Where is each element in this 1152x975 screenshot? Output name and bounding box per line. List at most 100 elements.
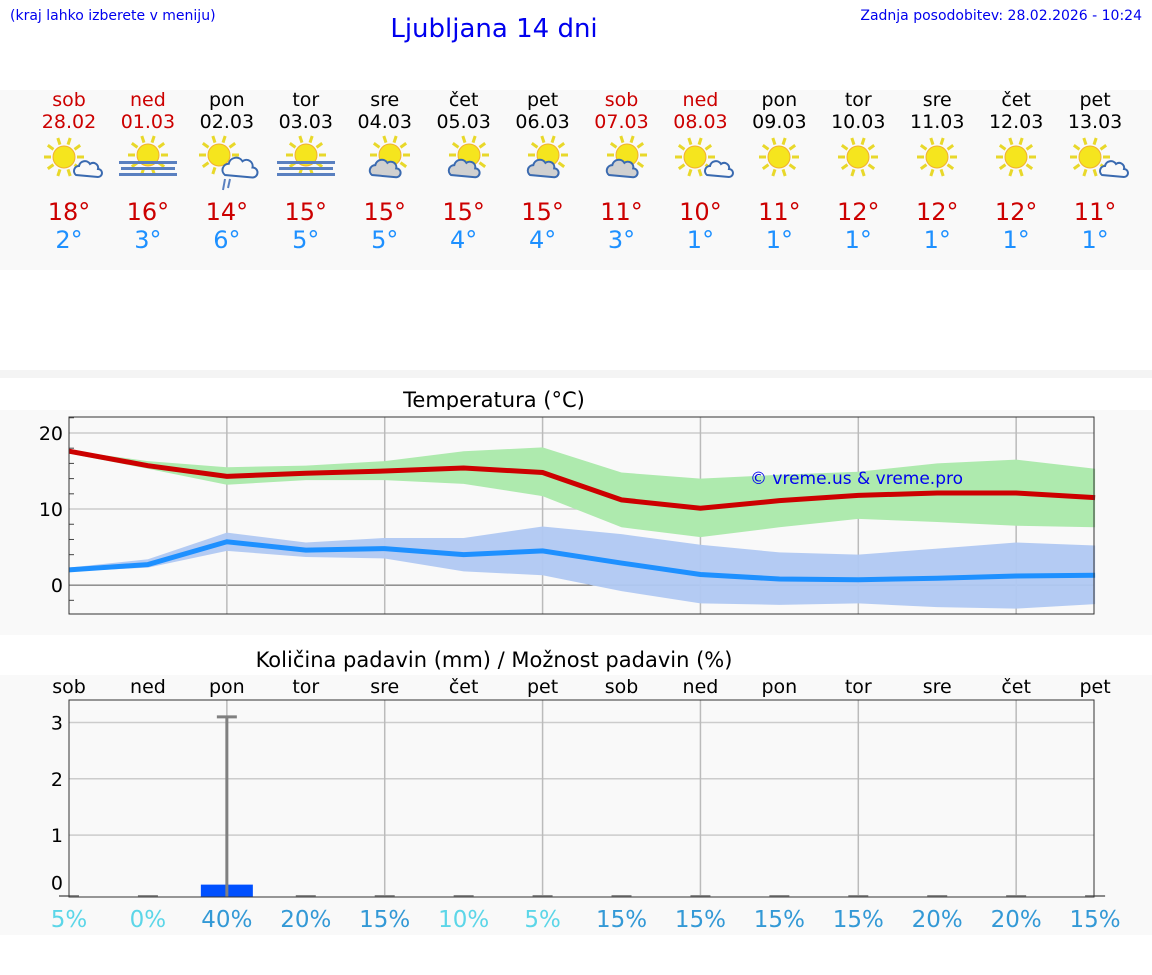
sun-ray [157, 142, 165, 149]
day-name: pet [526, 89, 559, 111]
precipitation-probability: 20% [991, 907, 1042, 933]
max-temperature: 11° [600, 198, 643, 226]
min-temperature: 3° [134, 226, 162, 254]
fog-line [118, 161, 177, 164]
sun-ray [471, 135, 477, 144]
precipitation-probability: 15% [675, 907, 726, 933]
day-name: sob [604, 89, 639, 111]
sun-ray [1092, 168, 1098, 177]
sun-fog-icon [118, 135, 177, 176]
sun-ray [288, 142, 297, 149]
day-label: sre [370, 676, 399, 698]
sun-ray [788, 144, 797, 151]
sun-ray [1018, 168, 1024, 177]
sun-ray [867, 163, 876, 170]
sun-ray [636, 142, 644, 149]
sun-small-cloud-icon [44, 137, 103, 179]
max-temperature: 16° [126, 198, 170, 226]
day-date: 05.03 [436, 111, 491, 133]
day-date: 01.03 [120, 111, 176, 133]
sun-ray [461, 135, 467, 144]
sun-ray [698, 168, 704, 177]
sun-ray [687, 168, 693, 177]
sun-ray [788, 163, 797, 170]
cloud-shape [704, 160, 735, 179]
day-name: tor [292, 89, 320, 111]
fog-line [118, 173, 177, 176]
day-label: čet [449, 676, 479, 698]
sun-ray [1018, 137, 1024, 146]
sun-ray [946, 144, 955, 151]
sun-ray [228, 142, 236, 149]
cloud-sun-icon [605, 135, 647, 179]
sun-ray [539, 135, 545, 144]
sun-ray [451, 142, 460, 149]
sun-ray [867, 144, 876, 151]
day-date: 07.03 [594, 111, 649, 133]
fog-line [278, 167, 333, 170]
sun-icon [759, 137, 800, 177]
sun-ray [399, 142, 407, 149]
sun-ray [478, 142, 486, 149]
max-temperature-line [68, 448, 1096, 511]
sun-ray [372, 142, 381, 149]
sun-ray [66, 168, 72, 177]
sun-ray [850, 168, 856, 177]
sun-disc [846, 145, 870, 169]
precipitation-probability: 5% [51, 907, 88, 933]
max-temperature: 15° [521, 198, 564, 226]
min-temperature: 2° [55, 226, 83, 254]
sun-ray [73, 144, 82, 151]
sun-ray [698, 137, 704, 146]
sun-ray [1099, 144, 1108, 151]
precipitation-probability: 15% [1070, 907, 1121, 933]
sun-ray [705, 144, 713, 151]
sun-ray [1073, 163, 1081, 170]
plot-area [69, 700, 1094, 897]
sun-ray [1025, 144, 1034, 151]
sun-ray [308, 135, 314, 144]
sun-ray [530, 142, 538, 149]
sun-disc [767, 145, 791, 169]
y-tick-label: 3 [51, 713, 63, 735]
last-updated: Zadnja posodobitev: 28.02.2026 - 10:24 [860, 8, 1142, 24]
min-temperature: 1° [1081, 226, 1109, 254]
precipitation-probability: 15% [359, 907, 410, 933]
sun-ray [56, 168, 62, 177]
day-name: ned [682, 89, 719, 111]
fog-line [276, 173, 335, 176]
max-temperature: 15° [284, 198, 328, 226]
sun-ray [781, 168, 787, 177]
day-date: 28.02 [41, 111, 97, 133]
sun-ray [860, 168, 866, 177]
max-temperature: 18° [47, 198, 91, 226]
max-temperature: 12° [837, 198, 880, 226]
cloud-sun-icon [447, 135, 489, 179]
max-temperature: 11° [758, 198, 801, 226]
min-temperature: 6° [213, 226, 241, 254]
max-temperature-band [69, 447, 1096, 538]
sun-ray [946, 163, 955, 170]
cloud-shape [221, 156, 259, 179]
sun-ray [860, 137, 866, 146]
sun-ray [315, 142, 323, 149]
day-label: sob [52, 676, 86, 698]
sun-small-cloud-icon [675, 137, 735, 179]
max-temperature: 15° [442, 198, 485, 226]
day-label: tor [292, 676, 319, 698]
day-name: sre [922, 89, 952, 111]
cloud-shape [1099, 160, 1130, 179]
sun-fog-icon [276, 135, 335, 176]
cloud-sun-icon [526, 135, 568, 179]
sun-ray [211, 135, 217, 144]
precipitation-probability: 15% [833, 907, 884, 933]
sun-disc [294, 143, 318, 167]
watermark: © vreme.us & vreme.pro [750, 469, 963, 489]
sun-ray [841, 163, 849, 170]
min-temperature: 1° [923, 226, 951, 254]
sun-ray [636, 161, 644, 168]
temperature-chart: 0 10 20 © vreme.us & vreme.pro [39, 416, 1096, 615]
precipitation-probability: 0% [130, 907, 167, 933]
sun-ray [201, 142, 210, 149]
sun-ray [557, 161, 565, 168]
